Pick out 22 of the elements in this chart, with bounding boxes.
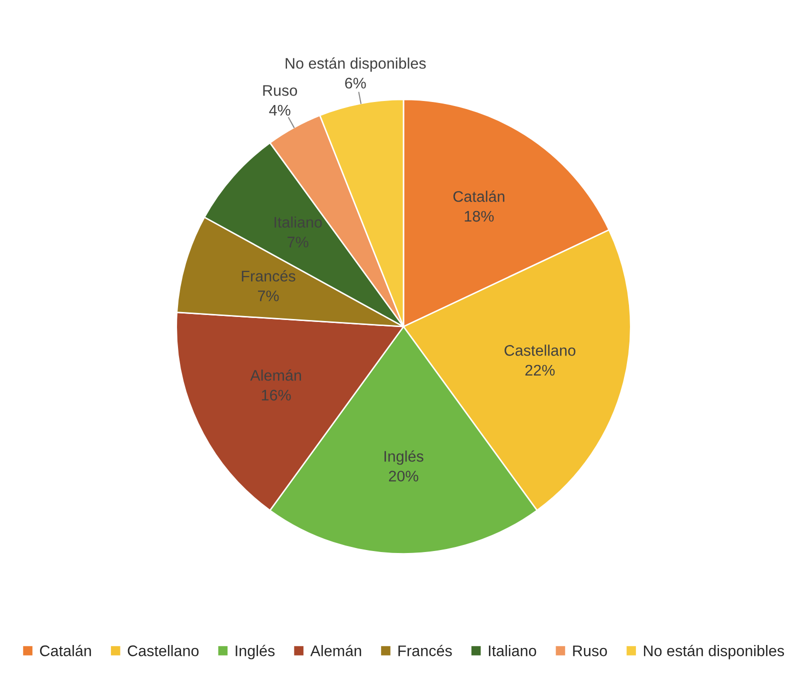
data-label: 6%: [345, 78, 366, 89]
legend-label: Catalán: [40, 644, 91, 656]
slice-label: Ruso: [263, 85, 298, 96]
legend-label: Castellano: [128, 645, 199, 656]
data-label: 16%: [262, 390, 291, 401]
legend-label: Alemán: [310, 644, 362, 656]
legend-label: Inglés: [236, 644, 275, 660]
slice-label: Castellano: [504, 344, 576, 356]
data-label: 18%: [464, 210, 494, 222]
data-label: 20%: [388, 470, 418, 482]
legend-label: Francés: [398, 644, 452, 656]
legend-label: Italiano: [488, 645, 536, 656]
slice-label: Alemán: [250, 369, 301, 381]
slice-label: Francés: [242, 270, 296, 282]
data-label: 22%: [525, 364, 555, 376]
slice-label: No están disponibles: [286, 57, 426, 72]
data-label: 4%: [269, 104, 290, 116]
slice-label: Catalán: [453, 190, 504, 202]
data-label: 7%: [258, 290, 279, 302]
slice-label: Inglés: [384, 450, 424, 465]
legend-label: Ruso: [573, 646, 607, 656]
legend-label: No están disponibles: [644, 644, 784, 660]
